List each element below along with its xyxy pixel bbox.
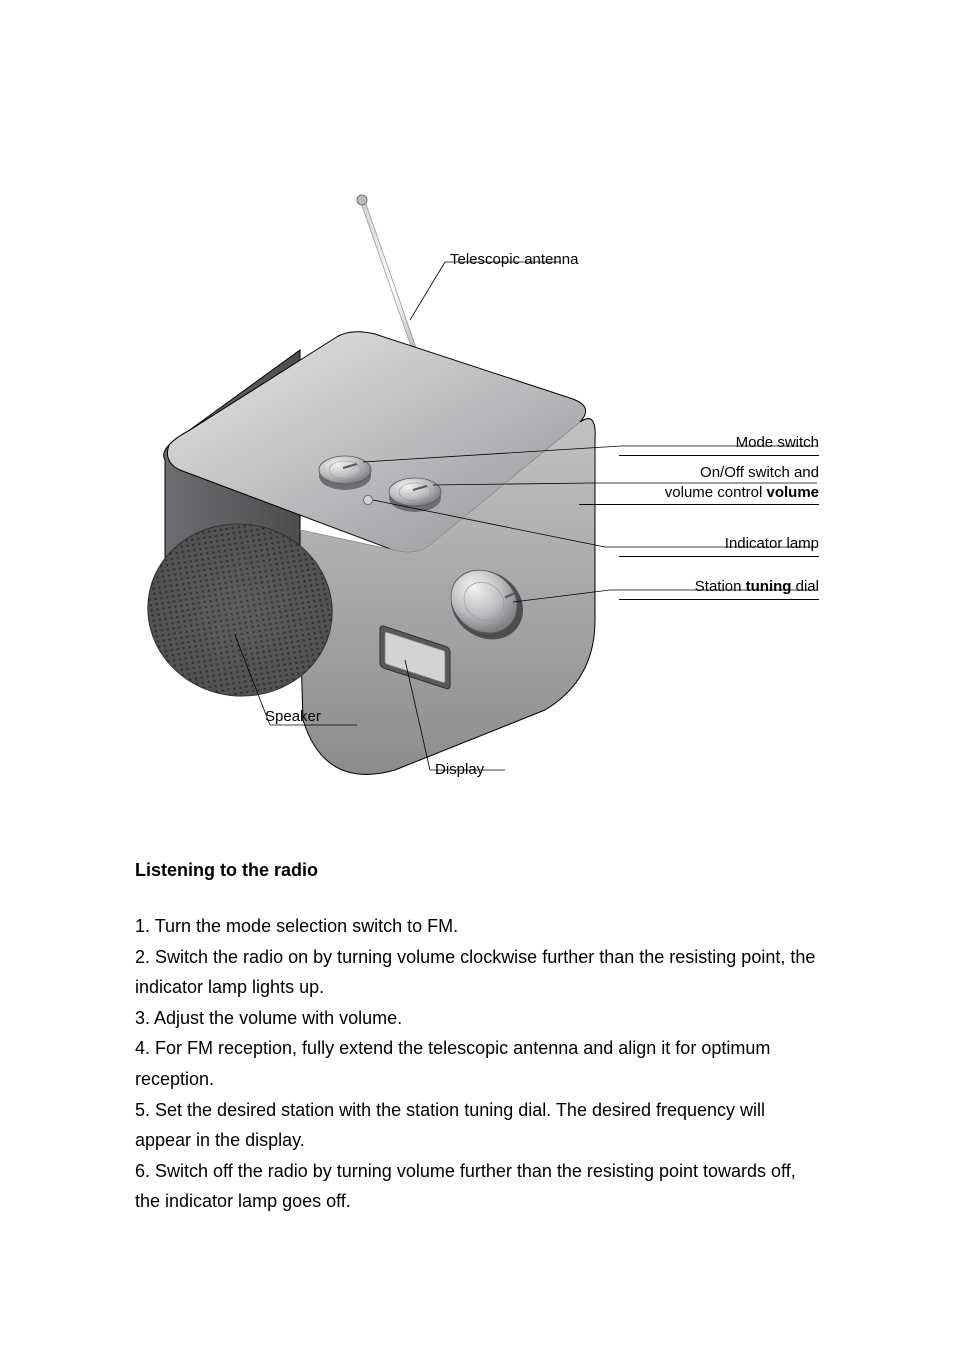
label-tuning-pre: Station <box>695 578 746 595</box>
page-content: Telescopic antenna Mode switch On/Off sw… <box>0 0 954 1277</box>
label-tuning-bold: tuning <box>746 578 792 595</box>
label-onoff-line1: On/Off switch and <box>700 464 819 481</box>
section-heading: Listening to the radio <box>135 860 819 881</box>
radio-diagram: Telescopic antenna Mode switch On/Off sw… <box>135 180 819 800</box>
indicator-lamp-shape <box>364 496 373 505</box>
label-indicator: Indicator lamp <box>725 535 819 552</box>
label-onoff-line2-pre: volume control <box>665 484 767 501</box>
label-antenna: Telescopic antenna <box>450 250 578 270</box>
label-speaker: Speaker <box>265 707 321 727</box>
label-onoff-line2-bold: volume <box>766 484 819 501</box>
label-tuning-post: dial <box>791 578 819 595</box>
step-4: 4. For FM reception, fully extend the te… <box>135 1033 819 1094</box>
instructions-list: 1. Turn the mode selection switch to FM.… <box>135 911 819 1217</box>
label-display: Display <box>435 760 484 780</box>
step-5: 5. Set the desired station with the stat… <box>135 1095 819 1156</box>
step-6: 6. Switch off the radio by turning volum… <box>135 1156 819 1217</box>
step-3: 3. Adjust the volume with volume. <box>135 1003 819 1034</box>
mode-switch-shape <box>319 456 371 490</box>
step-1: 1. Turn the mode selection switch to FM. <box>135 911 819 942</box>
label-mode-switch: Mode switch <box>736 434 819 451</box>
step-2: 2. Switch the radio on by turning volume… <box>135 942 819 1003</box>
volume-knob-shape <box>389 478 441 512</box>
